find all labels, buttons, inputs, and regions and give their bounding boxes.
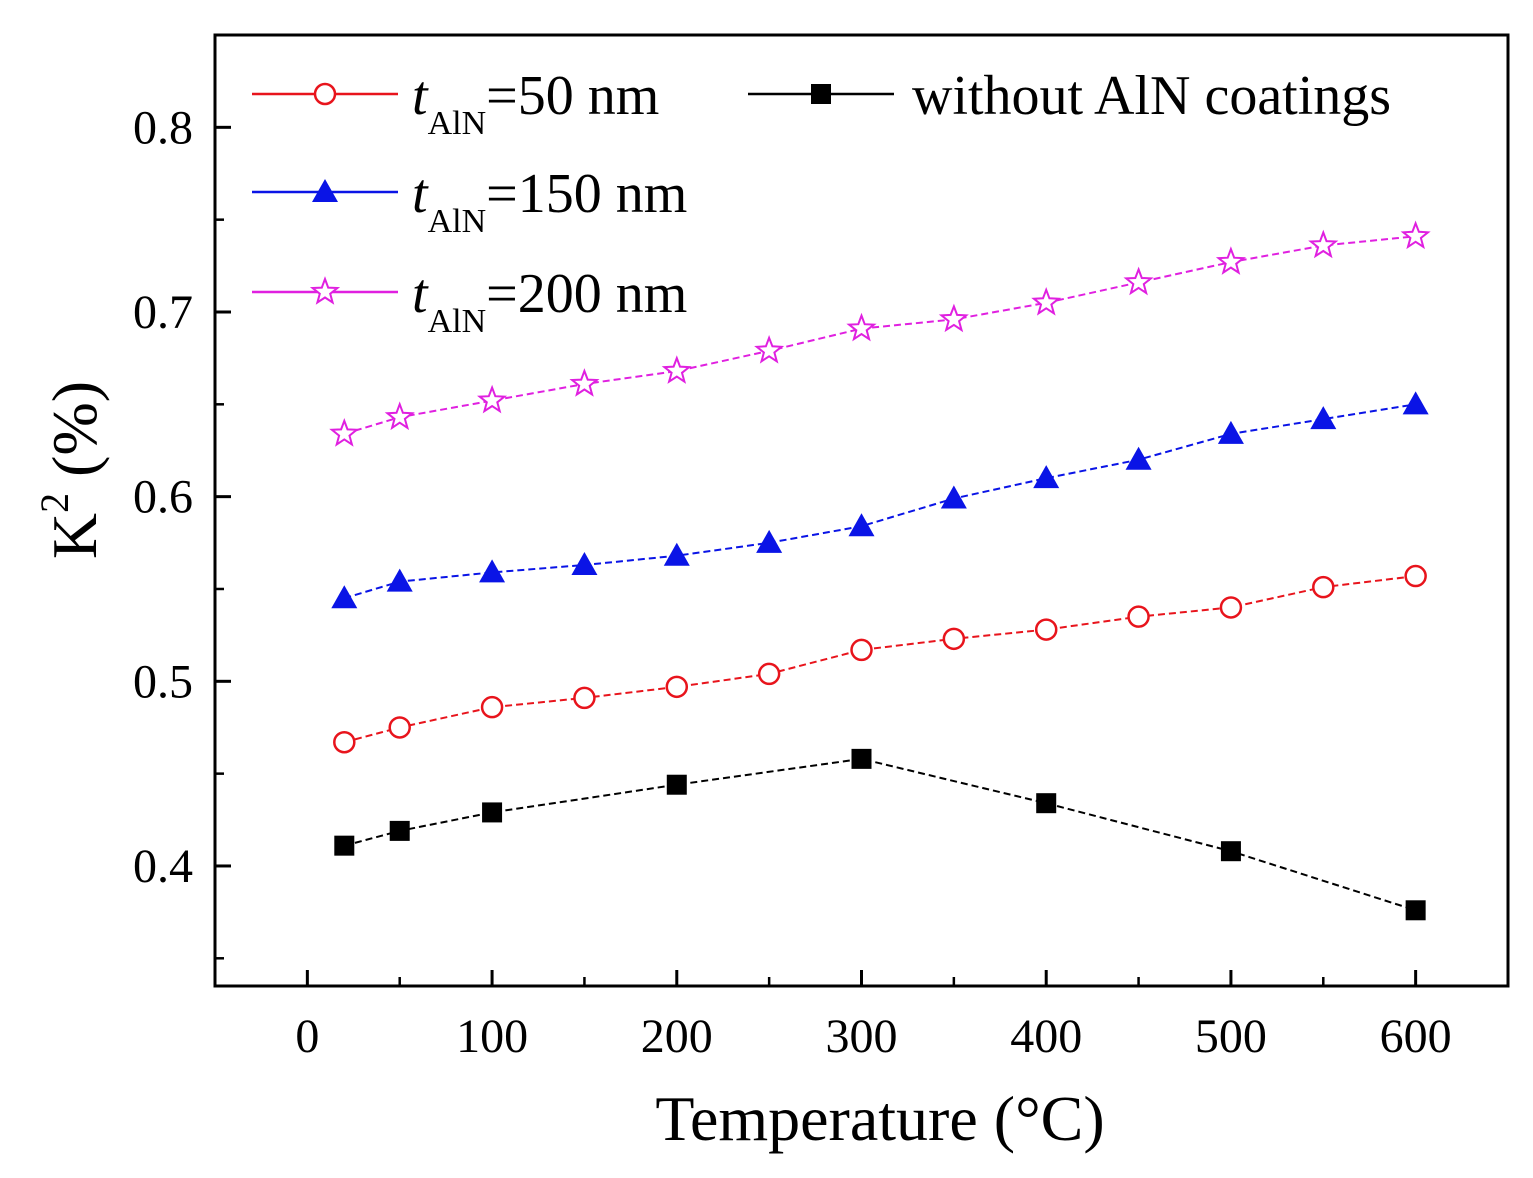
legend-marker (309, 276, 341, 305)
data-point-t150 (663, 542, 690, 566)
data-point-t50 (850, 638, 873, 662)
data-point-t50 (388, 716, 411, 739)
data-point-t50 (665, 675, 689, 699)
legend-label: tAlN=50 nm (412, 65, 659, 142)
x-tick-label: 200 (641, 1010, 713, 1063)
data-point-t150 (1033, 465, 1060, 489)
series-line-none (344, 757, 1416, 912)
data-point-t50 (942, 627, 966, 651)
legend-label: tAlN=200 nm (412, 263, 687, 340)
data-point-t50 (573, 686, 596, 710)
x-tick-label: 100 (456, 1010, 528, 1063)
legend-marker (811, 84, 831, 104)
data-point-t150 (331, 585, 358, 609)
data-point-t200 (1400, 220, 1431, 250)
data-point-t150 (1125, 446, 1152, 470)
data-point-t50 (480, 695, 504, 719)
data-point-t200 (384, 401, 415, 431)
data-point-none (1036, 793, 1057, 814)
x-tick-label: 300 (826, 1010, 898, 1063)
data-point-t150 (1310, 406, 1337, 430)
data-point-t50 (333, 730, 356, 754)
data-point-t200 (477, 384, 508, 414)
data-point-t200 (569, 368, 600, 397)
legend-item-t200: tAlN=200 nm (252, 263, 687, 340)
series-none (334, 748, 1426, 921)
data-point-t50 (1127, 605, 1150, 628)
x-tick-label: 600 (1380, 1010, 1452, 1063)
data-point-none (666, 774, 687, 795)
legend-item-t150: tAlN=150 nm (252, 163, 687, 240)
data-point-t200 (661, 355, 692, 384)
y-tick-label: 0.7 (133, 286, 193, 339)
data-point-none (334, 835, 355, 856)
data-point-t150 (756, 529, 783, 553)
data-point-t150 (386, 568, 413, 592)
series-line-t150 (344, 403, 1416, 600)
data-point-t200 (754, 334, 785, 364)
legend: tAlN=50 nm without AlN coatings tAlN=150 n… (252, 65, 1391, 340)
data-point-t200 (329, 418, 360, 447)
y-tick-label: 0.8 (133, 101, 193, 154)
data-point-none (851, 748, 872, 769)
plot-frame (213, 33, 1510, 988)
data-point-t200 (846, 312, 877, 342)
data-point-t200 (1123, 266, 1154, 296)
legend-label: tAlN=150 nm (412, 163, 687, 240)
data-point-t150 (1402, 391, 1429, 415)
series-t200 (329, 220, 1431, 447)
data-point-t150 (479, 559, 506, 583)
axes: 0.4 0.5 0.6 0.7 0.8 0 100 200 300 400 500 600 (133, 101, 1452, 1063)
data-point-t50 (1312, 575, 1335, 599)
data-point-t50 (1404, 564, 1427, 588)
y-axis-title: K2 (%) (32, 381, 110, 559)
series-t50 (333, 564, 1427, 754)
data-point-t200 (1215, 246, 1246, 275)
data-point-t200 (938, 303, 969, 333)
legend-marker (312, 179, 338, 202)
data-point-t150 (940, 485, 967, 509)
data-point-t150 (848, 513, 875, 537)
data-point-none (482, 802, 503, 823)
legend-item-t50: tAlN=50 nm (252, 65, 659, 142)
legend-item-none: without AlN coatings (748, 65, 1391, 127)
series-t150 (331, 391, 1429, 609)
data-point-t50 (1219, 596, 1243, 619)
data-point-none (1405, 900, 1426, 921)
y-tick-label: 0.6 (133, 471, 193, 524)
x-tick-label: 400 (1010, 1010, 1082, 1063)
series-layer (329, 220, 1431, 921)
data-point-t200 (1031, 286, 1062, 316)
legend-marker (313, 82, 337, 106)
y-tick-label: 0.5 (133, 655, 193, 708)
x-tick-label: 0 (295, 1010, 319, 1063)
data-point-none (1220, 841, 1241, 862)
y-tick-label: 0.4 (133, 840, 193, 893)
data-point-t150 (571, 551, 598, 575)
data-point-t50 (1034, 618, 1058, 641)
x-tick-label: 500 (1195, 1010, 1267, 1063)
data-point-t150 (1217, 420, 1244, 444)
x-axis-title: Temperature (°C) (655, 1083, 1104, 1154)
series-line-t50 (344, 575, 1416, 744)
data-point-none (389, 820, 410, 841)
legend-label: without AlN coatings (912, 65, 1391, 127)
data-point-t50 (757, 662, 781, 686)
data-point-t200 (1308, 229, 1339, 259)
